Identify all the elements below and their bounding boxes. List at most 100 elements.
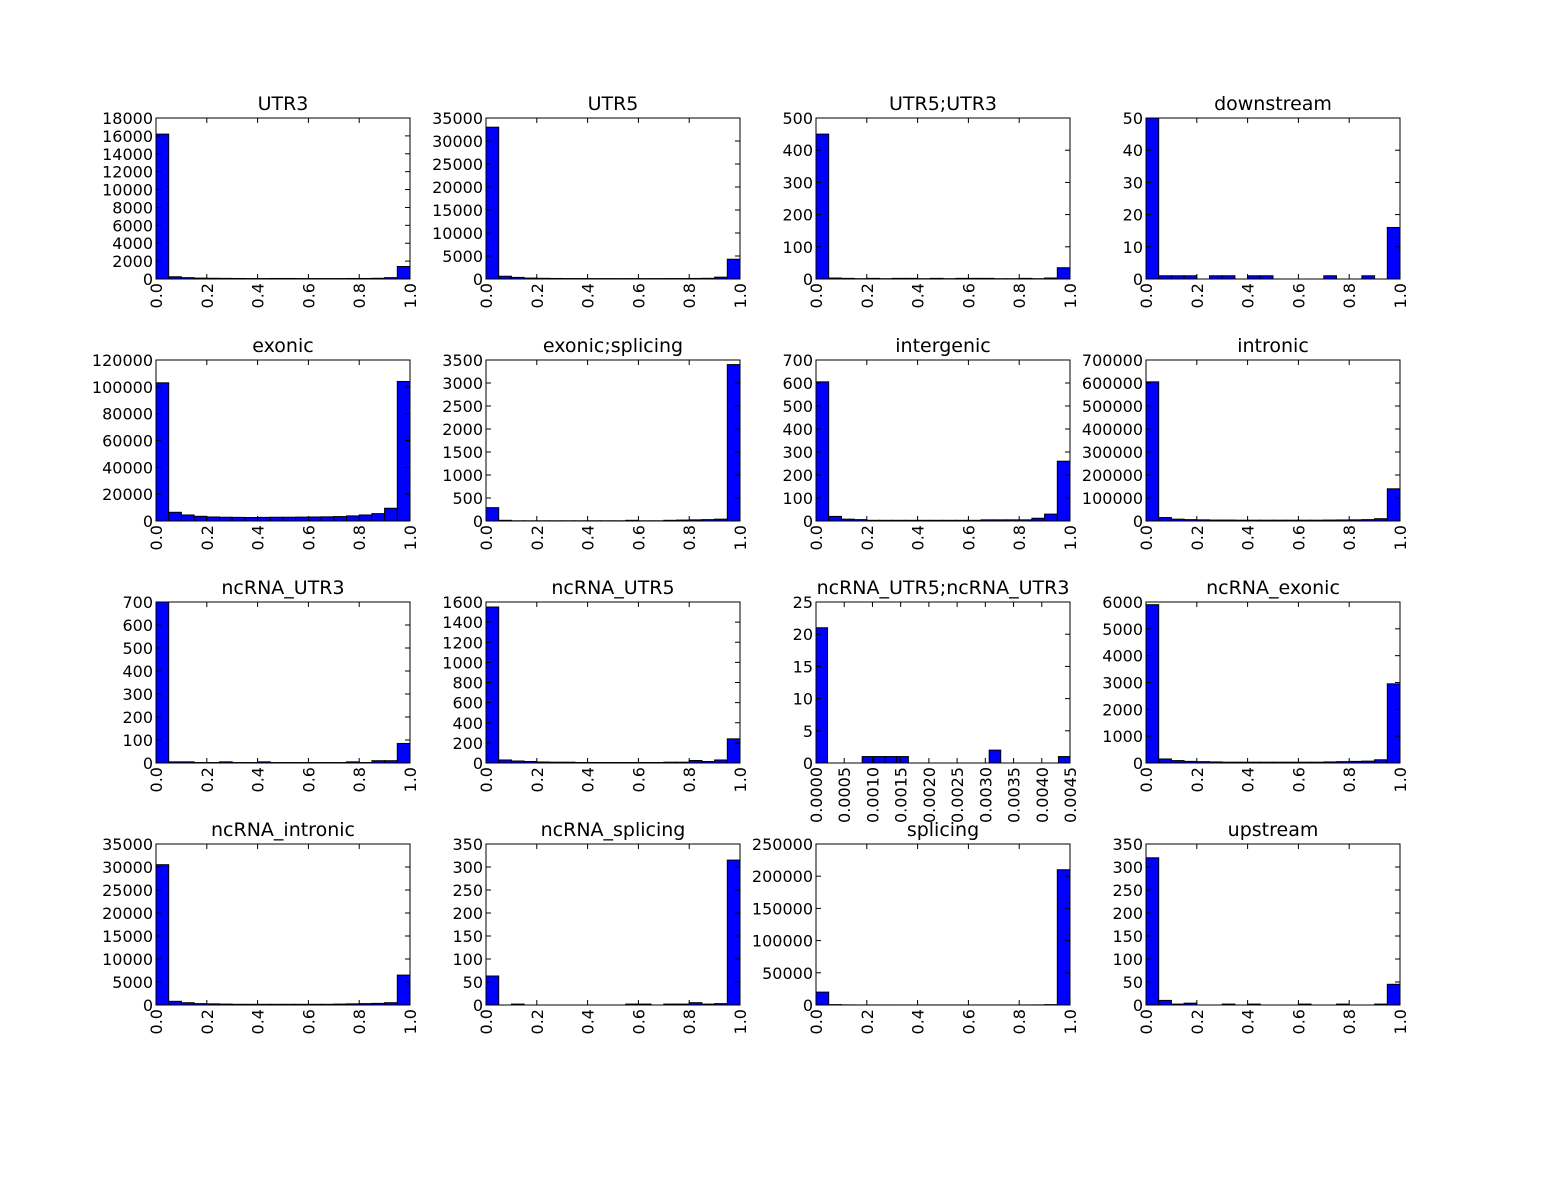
x-tick-label: 1.0 <box>1391 525 1410 550</box>
x-tick-label: 0.8 <box>1010 1009 1029 1034</box>
x-tick-label: 1.0 <box>1391 767 1410 792</box>
y-tick-label: 0 <box>803 996 813 1015</box>
bar <box>396 974 411 1006</box>
x-tick-label: 0.8 <box>350 525 369 550</box>
y-tick-label: 100 <box>452 950 483 969</box>
bar <box>155 133 170 280</box>
y-tick-label: 300 <box>452 858 483 877</box>
bar <box>1057 756 1071 764</box>
x-tick-label: 0.2 <box>1188 525 1207 550</box>
y-tick-label: 0 <box>1133 996 1143 1015</box>
bar <box>320 516 335 522</box>
bar <box>1145 381 1160 522</box>
y-tick-label: 2500 <box>442 397 483 416</box>
bar <box>815 133 830 280</box>
y-tick-label: 50 <box>463 973 483 992</box>
x-tick-label: 0.4 <box>579 1009 598 1034</box>
x-tick-label: 1.0 <box>401 283 420 308</box>
subplot-2: UTR5;UTR3 0 100 200 300 400 500 0.0 0.2 0.4 0.6 0.8… <box>782 93 1080 308</box>
subplot-15: upstream 0 50 100 150 200 250 300 350 0.0 0.2 0.4 0.… <box>1112 819 1410 1034</box>
subplot-title: UTR5 <box>588 93 639 115</box>
y-tick-label: 0 <box>1133 270 1143 289</box>
x-tick-label: 0.6 <box>1289 1009 1308 1034</box>
y-tick-label: 120000 <box>92 351 153 370</box>
bar <box>231 516 246 522</box>
x-tick-label: 0.8 <box>350 767 369 792</box>
x-tick-label: 0.8 <box>680 767 699 792</box>
x-tick-label: 0.4 <box>579 525 598 550</box>
axes-frame <box>485 843 741 1006</box>
y-tick-label: 10 <box>793 690 813 709</box>
bar <box>371 513 386 522</box>
x-tick-label: 0.0015 <box>892 767 911 823</box>
x-tick-label: 1.0 <box>1391 1009 1410 1034</box>
y-tick-label: 50000 <box>762 964 813 983</box>
y-tick-label: 500 <box>782 397 813 416</box>
x-tick-label: 0.4 <box>909 283 928 308</box>
bar <box>1386 226 1401 280</box>
x-tick-label: 0.2 <box>198 283 217 308</box>
y-tick-label: 6000 <box>112 216 153 235</box>
x-tick-label: 0.8 <box>1340 525 1359 550</box>
axes-frame <box>155 117 411 280</box>
y-tick-label: 600000 <box>1082 374 1143 393</box>
y-tick-label: 150 <box>1112 927 1143 946</box>
x-tick-label: 0.0020 <box>920 767 939 823</box>
x-tick-label: 0.4 <box>1239 1009 1258 1034</box>
x-tick-label: 0.8 <box>1340 283 1359 308</box>
y-tick-label: 0 <box>473 754 483 773</box>
subplot-6: intergenic 0 100 200 300 400 500 600 700 0.0 0.2 0.… <box>782 335 1080 550</box>
x-tick-label: 0.6 <box>299 767 318 792</box>
y-tick-label: 20 <box>1123 206 1143 225</box>
y-tick-label: 400 <box>452 714 483 733</box>
bar <box>1044 513 1058 522</box>
x-tick-label: 0.4 <box>249 767 268 792</box>
subplot-title: ncRNA_splicing <box>541 819 686 841</box>
bar <box>257 516 271 522</box>
y-tick-label: 0 <box>473 270 483 289</box>
y-tick-label: 0 <box>803 270 813 289</box>
x-tick-label: 0.0 <box>477 1009 496 1034</box>
y-tick-label: 300 <box>782 173 813 192</box>
bar <box>358 514 373 522</box>
y-tick-label: 100000 <box>92 378 153 397</box>
bar <box>1158 517 1172 522</box>
y-tick-label: 10000 <box>102 181 153 200</box>
y-tick-label: 200 <box>122 708 153 727</box>
subplot-title: upstream <box>1228 819 1319 841</box>
y-tick-label: 100000 <box>1082 489 1143 508</box>
y-tick-label: 100 <box>1112 950 1143 969</box>
x-tick-label: 0.2 <box>528 283 547 308</box>
x-tick-label: 0.0 <box>477 767 496 792</box>
y-tick-label: 4000 <box>1102 647 1143 666</box>
y-tick-label: 400 <box>782 420 813 439</box>
subplot-12: ncRNA_intronic 0 5000 10000 15000 20000 25000 3… <box>102 819 420 1034</box>
y-tick-label: 3000 <box>442 374 483 393</box>
x-tick-label: 0.4 <box>909 525 928 550</box>
x-tick-label: 0.4 <box>1239 283 1258 308</box>
axes-frame <box>1145 601 1401 764</box>
y-tick-label: 80000 <box>102 405 153 424</box>
axes-frame <box>815 359 1071 522</box>
x-tick-label: 1.0 <box>401 525 420 550</box>
y-tick-label: 350 <box>452 835 483 854</box>
x-tick-label: 0.8 <box>1340 767 1359 792</box>
y-tick-label: 300 <box>782 443 813 462</box>
bar <box>815 381 830 522</box>
x-tick-label: 0.2 <box>528 767 547 792</box>
x-tick-label: 0.2 <box>858 525 877 550</box>
axes-frame <box>485 117 741 280</box>
y-tick-label: 20000 <box>432 178 483 197</box>
y-tick-label: 25 <box>793 593 813 612</box>
subplot-title: exonic <box>252 335 313 357</box>
x-tick-label: 0.0 <box>147 283 166 308</box>
y-tick-label: 200 <box>782 206 813 225</box>
subplot-5: exonic;splicing 0 500 1000 1500 2000 2500 3000 3… <box>442 335 750 550</box>
y-tick-label: 2000 <box>112 252 153 271</box>
y-tick-label: 0 <box>803 754 813 773</box>
x-tick-label: 1.0 <box>1061 1009 1080 1034</box>
y-tick-label: 0 <box>803 512 813 531</box>
bar <box>485 975 500 1006</box>
x-tick-label: 0.0 <box>147 1009 166 1034</box>
x-tick-label: 0.0040 <box>1033 767 1052 823</box>
